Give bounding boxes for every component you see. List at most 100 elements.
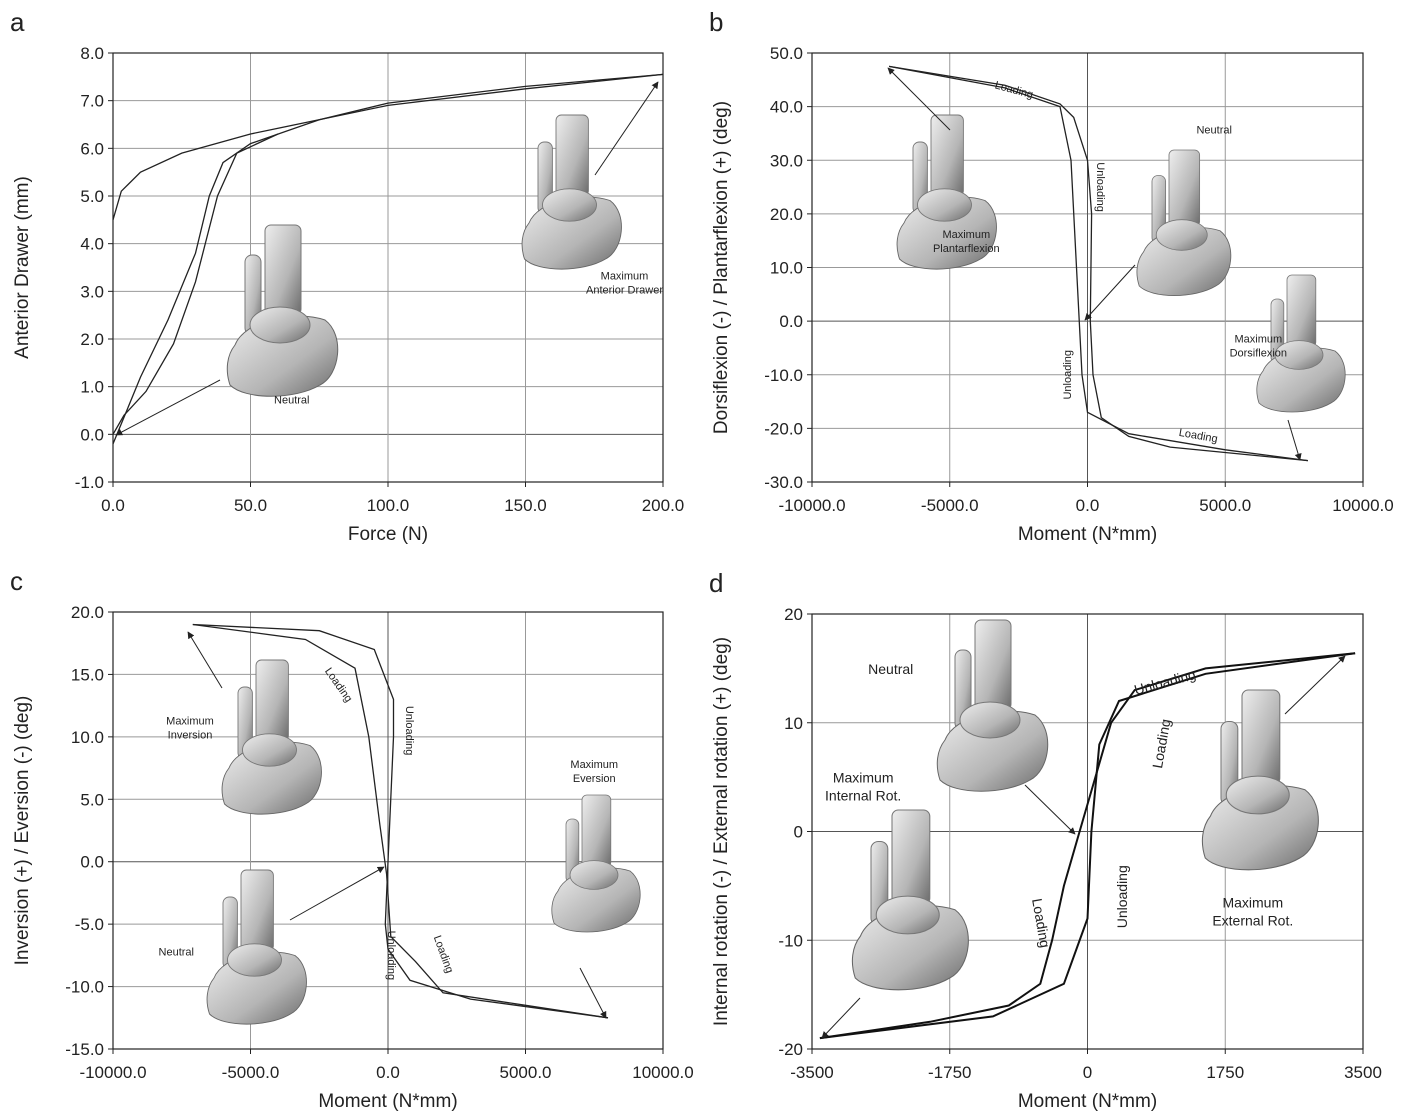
x-axis-label: Moment (N*mm) bbox=[1018, 1091, 1157, 1112]
tibia bbox=[556, 115, 588, 196]
bone-illustration bbox=[852, 810, 968, 990]
x-tick-label: 0 bbox=[1083, 1063, 1092, 1082]
y-tick-label: 20.0 bbox=[770, 205, 803, 224]
x-tick-label: 3500 bbox=[1344, 1063, 1382, 1082]
y-tick-label: -30.0 bbox=[764, 473, 803, 492]
panel-letter: d bbox=[709, 568, 723, 598]
tibia bbox=[975, 620, 1011, 710]
x-tick-label: -1750 bbox=[928, 1063, 971, 1082]
annotation: Unloading bbox=[385, 931, 397, 981]
bone-illustration bbox=[552, 795, 640, 932]
tibia bbox=[241, 870, 273, 951]
x-tick-label: 10000.0 bbox=[632, 1063, 693, 1082]
bone-illustration bbox=[207, 870, 306, 1024]
x-tick-label: 1750 bbox=[1206, 1063, 1244, 1082]
x-tick-label: 5000.0 bbox=[500, 1063, 552, 1082]
tibia bbox=[1287, 275, 1316, 347]
annotation: Loading bbox=[431, 934, 456, 975]
arrow bbox=[1025, 785, 1075, 834]
annotation: Loading bbox=[1149, 718, 1173, 770]
y-tick-label: 0 bbox=[794, 823, 803, 842]
talus bbox=[243, 734, 297, 766]
y-tick-label: 1.0 bbox=[80, 378, 104, 397]
annotation: Neutral bbox=[274, 394, 309, 406]
annotation: Maximum bbox=[833, 770, 894, 786]
y-tick-label: 3.0 bbox=[80, 282, 104, 301]
talus bbox=[228, 944, 282, 976]
annotation: Maximum bbox=[601, 270, 649, 282]
x-tick-label: 150.0 bbox=[504, 496, 547, 515]
annotation: Maximum bbox=[942, 229, 990, 241]
y-tick-label: -10.0 bbox=[65, 978, 104, 997]
annotation: Loading bbox=[993, 79, 1034, 101]
y-tick-label: 30.0 bbox=[770, 151, 803, 170]
annotation: Loading bbox=[322, 666, 354, 705]
annotation: Eversion bbox=[573, 773, 616, 785]
x-tick-label: -5000.0 bbox=[222, 1063, 280, 1082]
annotation: Neutral bbox=[1196, 124, 1231, 136]
y-axis-label: Internal rotation (-) / External rotatio… bbox=[711, 637, 732, 1026]
arrow bbox=[1085, 265, 1135, 320]
x-tick-label: 10000.0 bbox=[1332, 496, 1393, 515]
talus bbox=[960, 702, 1020, 738]
y-axis-label: Anterior Drawer (mm) bbox=[12, 176, 33, 359]
y-tick-label: 20.0 bbox=[71, 603, 104, 622]
y-tick-label: -10 bbox=[778, 931, 803, 950]
y-tick-label: 15.0 bbox=[71, 665, 104, 684]
y-tick-label: 0.0 bbox=[779, 312, 803, 331]
arrow bbox=[1288, 420, 1300, 460]
x-axis-label: Moment (N*mm) bbox=[1018, 524, 1157, 545]
annotation: Maximum bbox=[166, 715, 214, 727]
x-tick-label: 50.0 bbox=[234, 496, 267, 515]
talus bbox=[876, 896, 939, 934]
talus bbox=[918, 189, 972, 221]
arrow bbox=[1285, 656, 1345, 714]
x-tick-label: 0.0 bbox=[101, 496, 125, 515]
y-tick-label: 5.0 bbox=[80, 187, 104, 206]
arrow bbox=[595, 82, 658, 175]
annotation: Unloading bbox=[1114, 865, 1130, 928]
y-tick-label: 0.0 bbox=[80, 853, 104, 872]
x-tick-label: -3500 bbox=[790, 1063, 833, 1082]
y-tick-label: 5.0 bbox=[80, 790, 104, 809]
talus bbox=[1226, 776, 1289, 814]
talus bbox=[543, 189, 597, 221]
annotation: Unloading bbox=[403, 706, 415, 756]
annotation: Anterior Drawer bbox=[586, 284, 663, 296]
panel-letter: b bbox=[709, 7, 723, 37]
annotation: Inversion bbox=[168, 729, 213, 741]
bone-illustration bbox=[227, 225, 337, 396]
y-tick-label: 40.0 bbox=[770, 98, 803, 117]
tibia bbox=[256, 660, 288, 741]
y-tick-label: -5.0 bbox=[75, 915, 104, 934]
x-axis-label: Moment (N*mm) bbox=[318, 1091, 457, 1112]
y-tick-label: 4.0 bbox=[80, 235, 104, 254]
y-tick-label: 8.0 bbox=[80, 44, 104, 63]
y-tick-label: 7.0 bbox=[80, 92, 104, 111]
tibia bbox=[1242, 690, 1280, 785]
arrow bbox=[290, 867, 384, 920]
bone-illustration bbox=[937, 620, 1047, 791]
y-tick-label: 0.0 bbox=[80, 425, 104, 444]
tibia bbox=[265, 225, 301, 315]
x-tick-label: -10000.0 bbox=[778, 496, 845, 515]
tibia bbox=[892, 810, 930, 905]
x-tick-label: -10000.0 bbox=[79, 1063, 146, 1082]
y-tick-label: 2.0 bbox=[80, 330, 104, 349]
y-axis-label: Dorsiflexion (-) / Plantarflexion (+) (d… bbox=[711, 101, 732, 434]
y-tick-label: -15.0 bbox=[65, 1040, 104, 1059]
x-tick-label: -5000.0 bbox=[921, 496, 979, 515]
tibia bbox=[582, 795, 611, 867]
figure: a-1.00.01.02.03.04.05.06.07.08.00.050.01… bbox=[0, 0, 1408, 1118]
annotation: Neutral bbox=[159, 946, 194, 958]
x-tick-label: 100.0 bbox=[367, 496, 410, 515]
y-tick-label: -20.0 bbox=[764, 419, 803, 438]
arrow bbox=[188, 632, 222, 688]
talus bbox=[570, 861, 618, 890]
annotation: Unloading bbox=[1132, 666, 1197, 698]
talus bbox=[250, 307, 310, 343]
panel-letter: c bbox=[10, 566, 23, 596]
x-tick-label: 200.0 bbox=[642, 496, 685, 515]
annotation: External Rot. bbox=[1212, 913, 1293, 929]
talus bbox=[1156, 220, 1207, 251]
